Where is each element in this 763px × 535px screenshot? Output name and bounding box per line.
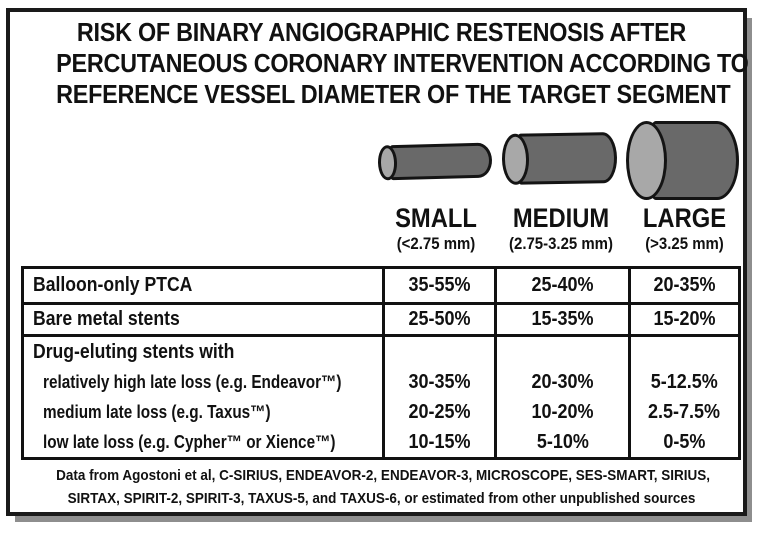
column-label: MEDIUM	[512, 203, 610, 233]
risk-value-cell: 35-55%	[382, 269, 494, 302]
empty-cell	[631, 337, 738, 367]
column-label: LARGE	[642, 203, 727, 233]
group-subrow-label: medium late loss (e.g. Taxus™)	[24, 397, 382, 427]
cylinder-body	[386, 142, 493, 181]
table-row-label: Balloon-only PTCA	[24, 269, 382, 302]
group-header: Drug-eluting stents with	[24, 337, 382, 367]
risk-value: 10-20%	[531, 400, 594, 423]
risk-value-cell: 25-50%	[382, 302, 494, 334]
column-header-medium: MEDIUM (2.75-3.25 mm)	[494, 203, 628, 255]
risk-value: 10-15%	[408, 430, 471, 453]
risk-value: 15-35%	[531, 308, 594, 330]
group-subrow-label: low late loss (e.g. Cypher™ or Xience™)	[24, 427, 382, 457]
risk-value-cell: 5-12.5%	[631, 367, 738, 397]
risk-value: 2.5-7.5%	[648, 400, 721, 423]
row-label-text: Balloon-only PTCA	[33, 274, 193, 296]
medium-vessel-cylinder-icon	[501, 132, 619, 186]
cylinder-cap	[626, 121, 667, 200]
risk-value: 15-20%	[653, 308, 716, 330]
column-range: (<2.75 mm)	[396, 234, 476, 253]
data-source-note: Data from Agostoni et al, C-SIRIUS, ENDE…	[20, 464, 743, 510]
risk-value: 30-35%	[408, 370, 471, 393]
group-subrow-label: relatively high late loss (e.g. Endeavor…	[24, 367, 382, 397]
subrow-label-text: medium late loss (e.g. Taxus™)	[43, 401, 271, 422]
restenosis-risk-table: Balloon-only PTCA 35-55% 25-40% 20-35% B…	[21, 266, 741, 460]
risk-value-cell: 15-20%	[628, 302, 738, 334]
column-header-large: LARGE (>3.25 mm)	[628, 203, 741, 255]
risk-value: 25-40%	[531, 274, 594, 296]
table-row-label: Bare metal stents	[24, 302, 382, 334]
column-label: SMALL	[395, 203, 477, 233]
table-group-label-cell: Drug-eluting stents with relatively high…	[24, 334, 382, 457]
column-header-small: SMALL (<2.75 mm)	[376, 203, 496, 255]
subrow-label-text: relatively high late loss (e.g. Endeavor…	[43, 371, 342, 392]
group-value-column: 30-35% 20-25% 10-15%	[382, 334, 494, 457]
group-header-text: Drug-eluting stents with	[33, 340, 235, 363]
figure-title: RISK OF BINARY ANGIOGRAPHIC RESTENOSIS A…	[20, 17, 749, 110]
risk-value: 35-55%	[408, 274, 471, 296]
risk-value-cell: 0-5%	[631, 427, 738, 457]
figure-title-line: REFERENCE VESSEL DIAMETER OF THE TARGET …	[56, 79, 731, 109]
subrow-label-text: low late loss (e.g. Cypher™ or Xience™)	[43, 431, 336, 452]
risk-value-cell: 20-30%	[497, 367, 628, 397]
risk-value-cell: 15-35%	[494, 302, 628, 334]
risk-value-cell: 30-35%	[385, 367, 494, 397]
large-vessel-cylinder-icon	[626, 121, 739, 200]
risk-value: 20-30%	[531, 370, 594, 393]
column-range: (>3.25 mm)	[645, 234, 724, 253]
risk-value-cell: 5-10%	[497, 427, 628, 457]
small-vessel-cylinder-icon	[377, 142, 495, 181]
cylinder-cap	[501, 133, 530, 186]
empty-cell	[497, 337, 628, 367]
group-value-column: 5-12.5% 2.5-7.5% 0-5%	[628, 334, 738, 457]
risk-value-cell: 20-35%	[628, 269, 738, 302]
figure-title-line: PERCUTANEOUS CORONARY INTERVENTION ACCOR…	[56, 48, 749, 78]
figure-title-line: RISK OF BINARY ANGIOGRAPHIC RESTENOSIS A…	[76, 17, 687, 47]
group-value-column: 20-30% 10-20% 5-10%	[494, 334, 628, 457]
risk-value: 0-5%	[663, 430, 706, 453]
data-source-note-line: Data from Agostoni et al, C-SIRIUS, ENDE…	[56, 467, 710, 484]
risk-value-cell: 10-15%	[385, 427, 494, 457]
column-range: (2.75-3.25 mm)	[509, 234, 613, 253]
risk-value: 5-12.5%	[650, 370, 719, 393]
risk-value: 25-50%	[408, 308, 471, 330]
empty-cell	[385, 337, 494, 367]
risk-value-cell: 25-40%	[494, 269, 628, 302]
risk-value: 20-25%	[408, 400, 471, 423]
cylinder-body	[514, 132, 618, 185]
risk-value: 5-10%	[536, 430, 589, 453]
data-source-note-line: SIRTAX, SPIRIT-2, SPIRIT-3, TAXUS-5, and…	[67, 490, 696, 507]
risk-value: 20-35%	[653, 274, 716, 296]
row-label-text: Bare metal stents	[33, 308, 180, 330]
risk-value-cell: 2.5-7.5%	[631, 397, 738, 427]
risk-value-cell: 20-25%	[385, 397, 494, 427]
risk-value-cell: 10-20%	[497, 397, 628, 427]
